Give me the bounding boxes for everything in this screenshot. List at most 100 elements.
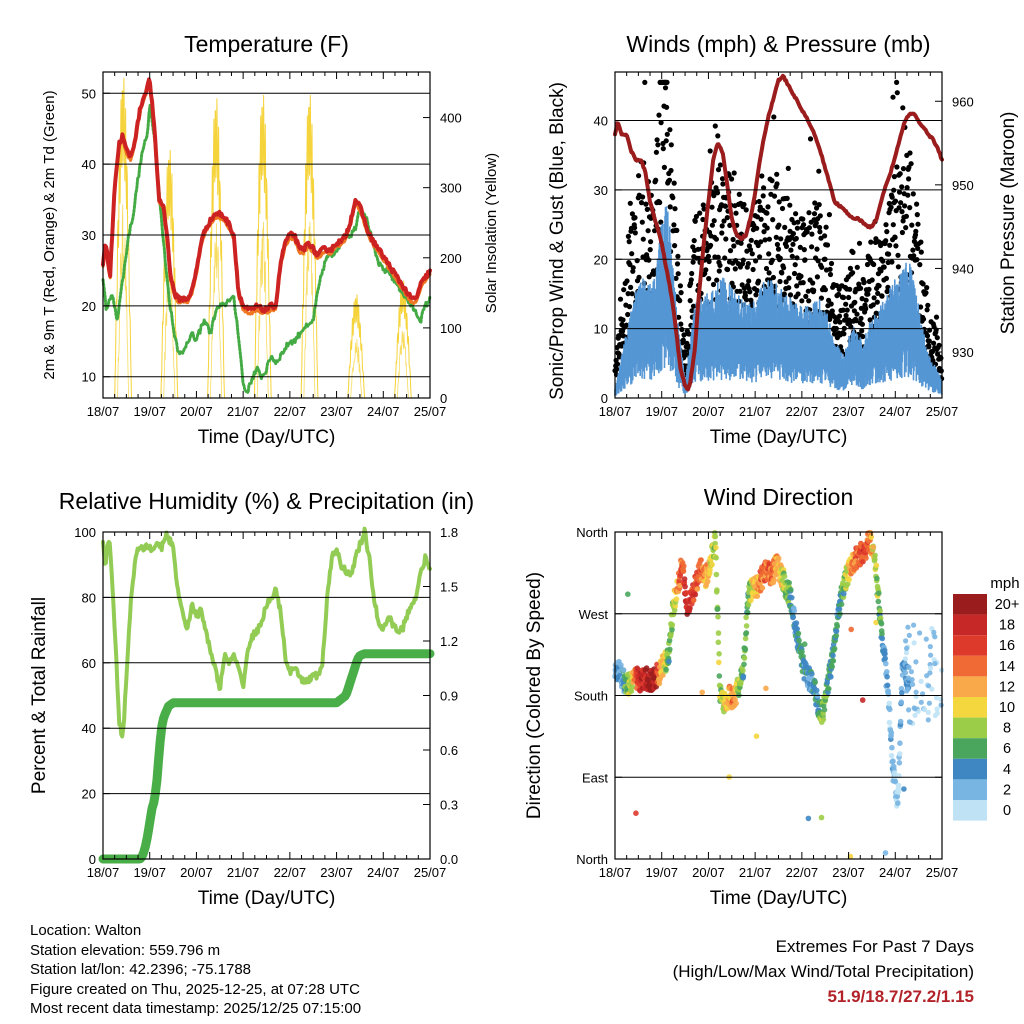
- gust-point: [911, 253, 917, 259]
- direction-point: [830, 658, 837, 664]
- gust-point: [915, 221, 921, 227]
- gust-point: [717, 162, 724, 168]
- legend-swatch: [953, 655, 987, 677]
- gust-point: [861, 279, 867, 285]
- direction-point: [813, 687, 820, 694]
- extremes-values: 51.9/18.7/27.2/1.15: [827, 987, 974, 1006]
- gust-point: [924, 285, 930, 291]
- x-tick-label: 25/07: [926, 865, 959, 880]
- gust-point: [814, 274, 821, 280]
- gust-point: [798, 273, 804, 279]
- x-tick-label: 22/07: [786, 404, 819, 419]
- gust-point: [756, 198, 762, 205]
- gust-point: [677, 298, 683, 304]
- direction-point: [673, 596, 680, 602]
- gust-point: [663, 138, 669, 144]
- direction-point: [925, 709, 931, 716]
- y-tick-label: 10: [594, 322, 608, 337]
- direction-point: [904, 645, 910, 652]
- direction-point: [666, 658, 672, 665]
- direction-point: [903, 638, 909, 644]
- gust-point: [660, 146, 666, 152]
- y-tick-label: 20: [82, 787, 96, 802]
- gust-point: [686, 331, 692, 337]
- gust-point: [816, 202, 822, 208]
- gust-point: [661, 164, 668, 170]
- gust-point: [918, 304, 924, 310]
- gust-point: [646, 257, 652, 263]
- gust-point: [690, 259, 696, 265]
- legend-label: 18: [999, 618, 1015, 634]
- chart-winds: 18/07 19/07 20/07 21/07 22/07 23/07 24/07 25/07…: [547, 31, 1019, 448]
- gust-point: [774, 181, 780, 187]
- gust-point: [847, 286, 853, 292]
- gust-point: [786, 285, 792, 291]
- direction-point: [887, 706, 893, 713]
- wind-series: [614, 206, 943, 396]
- x-tick-label: 25/07: [414, 404, 447, 419]
- gust-point: [636, 274, 642, 280]
- gust-point: [755, 242, 761, 249]
- gust-point: [761, 185, 767, 191]
- direction-point: [896, 751, 903, 757]
- gust-point: [900, 166, 907, 172]
- gust-point: [625, 311, 631, 318]
- gust-point: [858, 315, 864, 321]
- gust-point: [783, 279, 789, 285]
- direction-point: [896, 773, 902, 779]
- legend-swatch: [953, 779, 987, 800]
- gust-point: [853, 318, 859, 324]
- direction-point: [709, 561, 715, 568]
- y-tick-label: 40: [594, 114, 608, 129]
- x-tick-label: 23/07: [832, 865, 865, 880]
- direction-point: [716, 673, 723, 679]
- gust-point: [899, 229, 906, 236]
- direction-point: [924, 673, 930, 679]
- gust-point: [671, 180, 677, 186]
- direction-point: [913, 689, 919, 695]
- gust-point: [801, 222, 807, 228]
- direction-point: [879, 635, 886, 642]
- gust-point: [910, 191, 916, 197]
- gust-point: [793, 211, 799, 217]
- gust-point: [785, 165, 791, 171]
- gust-point: [724, 215, 730, 221]
- gust-point: [689, 308, 695, 314]
- gust-point: [722, 203, 729, 209]
- direction-point: [895, 800, 901, 806]
- created-text: Figure created on Thu, 2025-12-25, at 07…: [30, 980, 360, 998]
- gust-point: [837, 319, 843, 325]
- gust-point: [645, 228, 651, 234]
- y-axis-label: Direction (Colored By Speed): [524, 572, 545, 819]
- y-axis-label: Percent & Total Rainfall: [29, 597, 50, 794]
- direction-point: [715, 639, 722, 646]
- gust-point: [668, 167, 674, 174]
- gust-point: [812, 200, 818, 206]
- gust-point: [844, 307, 850, 313]
- direction-point: [656, 680, 663, 687]
- gust-point: [885, 284, 891, 290]
- y-tick-label: North: [576, 525, 608, 540]
- direction-point: [676, 578, 682, 584]
- gust-point: [891, 174, 898, 180]
- elevation-text: Station elevation: 559.796 m: [30, 941, 221, 959]
- direction-point: [926, 700, 933, 706]
- x-tick-label: 19/07: [645, 865, 678, 880]
- gust-point: [671, 222, 677, 228]
- direction-point: [922, 706, 928, 713]
- direction-point: [918, 678, 924, 685]
- gust-point: [719, 176, 726, 182]
- extremes-box: Extremes For Past 7 Days (High/Low/Max W…: [673, 934, 974, 1009]
- y2-tick-label: 950: [952, 178, 974, 193]
- gust-point: [864, 261, 871, 268]
- gust-point: [834, 282, 840, 289]
- gust-point: [709, 222, 716, 228]
- x-tick-label: 21/07: [739, 865, 772, 880]
- direction-point: [698, 557, 704, 563]
- location-text: Location: Walton: [30, 922, 142, 939]
- direction-point: [833, 628, 840, 634]
- gust-point: [866, 286, 872, 292]
- gust-point: [740, 257, 746, 263]
- gust-point: [918, 239, 924, 245]
- gust-point: [730, 236, 736, 243]
